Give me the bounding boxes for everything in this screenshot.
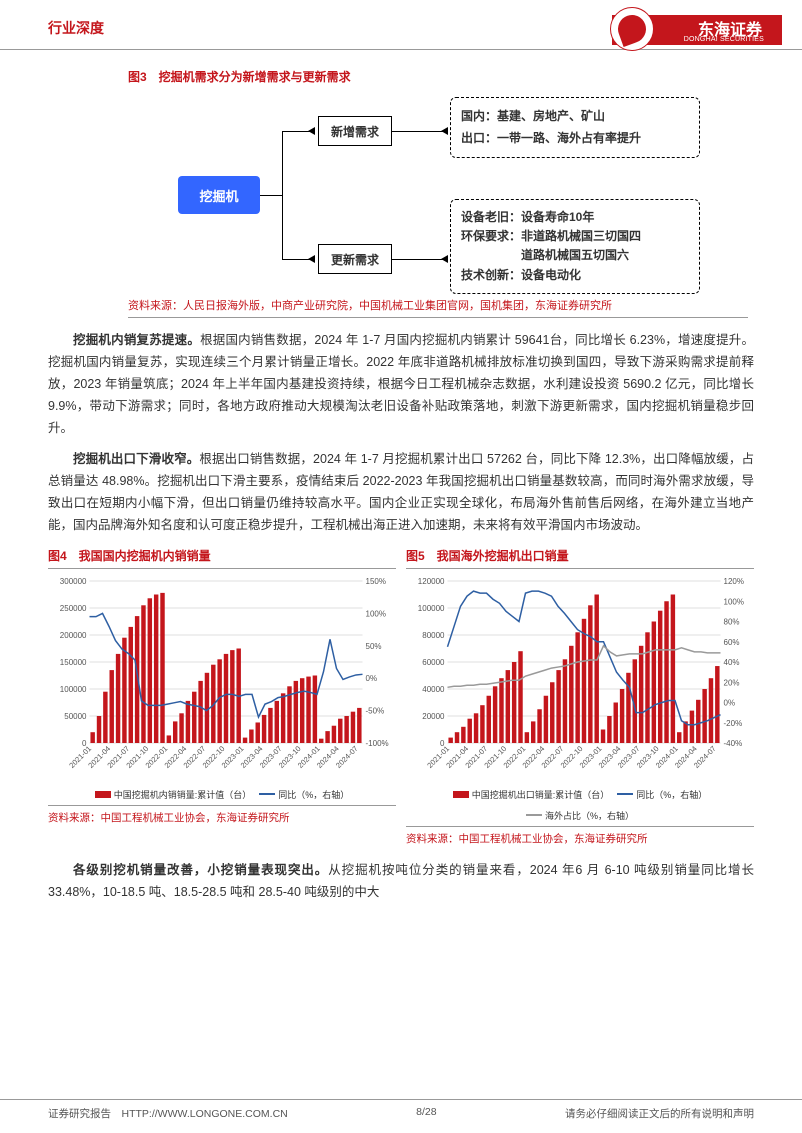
figure3-source: 资料来源：人民日报海外版，中商产业研究院，中国机械工业集团官网，国机集团，东海证…: [128, 297, 754, 313]
figure4-title: 图4 我国国内挖掘机内销销量: [48, 547, 396, 564]
svg-text:100%: 100%: [724, 597, 744, 606]
svg-text:60%: 60%: [724, 638, 740, 647]
figure5-title: 图5 我国海外挖掘机出口销量: [406, 547, 754, 564]
figure4-legend: 中国挖掘机内销销量:累计值（台） 同比（%，右轴）: [48, 788, 396, 801]
para1-lead: 挖掘机内销复苏提速。: [73, 333, 200, 347]
page-footer: 证券研究报告 HTTP://WWW.LONGONE.COM.CN 8/28 请务…: [0, 1099, 802, 1121]
divider: [48, 568, 396, 569]
svg-text:20%: 20%: [724, 678, 740, 687]
svg-text:-100%: -100%: [366, 739, 389, 748]
connector: [392, 131, 448, 132]
leaf-line: 国内：基建、房地产、矿山: [461, 106, 689, 128]
svg-text:100000: 100000: [60, 685, 87, 694]
svg-text:80%: 80%: [724, 617, 740, 626]
legend-swatch: [526, 814, 542, 816]
svg-text:120%: 120%: [724, 577, 744, 586]
legend-swatch: [95, 791, 111, 798]
svg-text:100000: 100000: [418, 604, 445, 613]
svg-text:150%: 150%: [366, 577, 386, 586]
svg-text:100%: 100%: [366, 609, 386, 618]
arrow-icon: [441, 127, 448, 135]
legend-label: 中国挖掘机内销销量:累计值（台）: [114, 788, 252, 801]
diagram-root: 挖掘机: [178, 176, 260, 214]
svg-text:80000: 80000: [422, 631, 445, 640]
paragraph-3: 各级别挖机销量改善，小挖销量表现突出。从挖掘机按吨位分类的销量来看，2024 年…: [48, 860, 754, 904]
para2-lead: 挖掘机出口下滑收窄。: [73, 452, 199, 466]
diagram-child-update: 更新需求: [318, 244, 392, 274]
page-content: 图3 挖掘机需求分为新增需求与更新需求 挖掘机 新增需求 更新需求 国内：基建、…: [0, 50, 802, 904]
brand-name-en: DONGHAI SECURITIES: [684, 36, 764, 43]
divider: [48, 805, 396, 806]
figure4-source: 资料来源：中国工程机械工业协会，东海证券研究所: [48, 810, 396, 825]
divider: [406, 568, 754, 569]
figure3-diagram: 挖掘机 新增需求 更新需求 国内：基建、房地产、矿山 出口：一带一路、海外占有率…: [168, 91, 728, 291]
page-header: 行业深度 东海证券 DONGHAI SECURITIES: [0, 0, 802, 50]
diagram-leaf-new: 国内：基建、房地产、矿山 出口：一带一路、海外占有率提升: [450, 97, 700, 158]
connector: [282, 131, 283, 259]
figure4: 图4 我国国内挖掘机内销销量 0500001000001500002000002…: [48, 547, 396, 846]
legend-swatch: [259, 793, 275, 795]
legend-item: 中国挖掘机内销销量:累计值（台）: [95, 788, 252, 801]
svg-text:40000: 40000: [422, 685, 445, 694]
svg-text:120000: 120000: [418, 577, 445, 586]
svg-text:20000: 20000: [422, 712, 445, 721]
legend-item: 中国挖掘机出口销量:累计值（台）: [453, 788, 610, 801]
connector: [260, 195, 282, 196]
para3-lead: 各级别挖机销量改善，小挖销量表现突出。: [73, 863, 328, 877]
legend-item: 海外占比（%，右轴）: [526, 809, 634, 822]
svg-text:50000: 50000: [64, 712, 87, 721]
leaf-line: 技术创新：设备电动化: [461, 266, 689, 285]
svg-text:200000: 200000: [60, 631, 87, 640]
para1-body: 根据国内销售数据，2024 年 1-7 月国内挖掘机内销累计 59641台，同比…: [48, 333, 754, 435]
paragraph-2: 挖掘机出口下滑收窄。根据出口销售数据，2024 年 1-7 月挖掘机累计出口 5…: [48, 449, 754, 537]
footer-pagenum: 8/28: [416, 1106, 436, 1121]
legend-label: 同比（%，右轴）: [278, 788, 349, 801]
svg-text:-20%: -20%: [724, 719, 743, 728]
leaf-line: 环保要求：非道路机械国三切国四: [461, 227, 689, 246]
brand-logo: [610, 7, 654, 51]
arrow-icon: [441, 255, 448, 263]
leaf-line: 设备老旧：设备寿命10年: [461, 208, 689, 227]
connector: [392, 259, 448, 260]
leaf-line: 出口：一带一路、海外占有率提升: [461, 128, 689, 150]
svg-text:-40%: -40%: [724, 739, 743, 748]
footer-right: 请务必仔细阅读正文后的所有说明和声明: [565, 1106, 754, 1121]
svg-text:60000: 60000: [422, 658, 445, 667]
svg-text:50%: 50%: [366, 642, 382, 651]
paragraph-1: 挖掘机内销复苏提速。根据国内销售数据，2024 年 1-7 月国内挖掘机内销累计…: [48, 330, 754, 439]
figure5-chart: 020000400006000080000100000120000-40%-20…: [406, 573, 754, 783]
legend-item: 同比（%，右轴）: [259, 788, 349, 801]
diagram-child-new: 新增需求: [318, 116, 392, 146]
divider: [128, 317, 748, 318]
legend-label: 中国挖掘机出口销量:累计值（台）: [472, 788, 610, 801]
figure5-legend: 中国挖掘机出口销量:累计值（台） 同比（%，右轴） 海外占比（%，右轴）: [406, 788, 754, 822]
svg-text:150000: 150000: [60, 658, 87, 667]
figure3-title: 图3 挖掘机需求分为新增需求与更新需求: [128, 68, 754, 85]
svg-text:40%: 40%: [724, 658, 740, 667]
arrow-icon: [308, 127, 315, 135]
charts-row: 图4 我国国内挖掘机内销销量 0500001000001500002000002…: [48, 547, 754, 846]
figure5-source: 资料来源：中国工程机械工业协会，东海证券研究所: [406, 831, 754, 846]
legend-label: 同比（%，右轴）: [636, 788, 707, 801]
legend-item: 同比（%，右轴）: [617, 788, 707, 801]
legend-swatch: [453, 791, 469, 798]
svg-text:300000: 300000: [60, 577, 87, 586]
legend-swatch: [617, 793, 633, 795]
svg-text:-50%: -50%: [366, 706, 385, 715]
legend-label: 海外占比（%，右轴）: [545, 809, 634, 822]
svg-text:0%: 0%: [366, 674, 378, 683]
leaf-line: 道路机械国五切国六: [461, 246, 689, 265]
svg-text:0%: 0%: [724, 698, 736, 707]
figure4-chart: 050000100000150000200000250000300000-100…: [48, 573, 396, 783]
footer-left: 证券研究报告 HTTP://WWW.LONGONE.COM.CN: [48, 1106, 288, 1121]
svg-text:250000: 250000: [60, 604, 87, 613]
figure5: 图5 我国海外挖掘机出口销量 0200004000060000800001000…: [406, 547, 754, 846]
logo-icon: [614, 11, 650, 47]
arrow-icon: [308, 255, 315, 263]
doc-category: 行业深度: [48, 18, 104, 38]
diagram-leaf-update: 设备老旧：设备寿命10年 环保要求：非道路机械国三切国四 道路机械国五切国六 技…: [450, 199, 700, 294]
divider: [406, 826, 754, 827]
